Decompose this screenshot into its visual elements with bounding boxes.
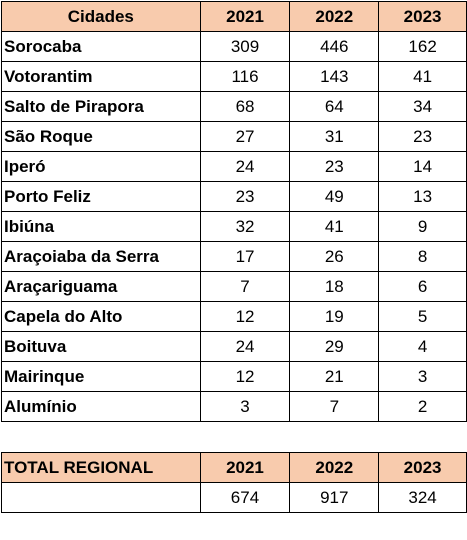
city-cell: Sorocaba — [1, 31, 201, 62]
header-2023: 2023 — [378, 1, 467, 32]
value-2022-cell: 19 — [289, 301, 380, 332]
city-cell: Araçariguama — [1, 271, 201, 302]
table-row: Capela do Alto 12 19 5 — [1, 301, 467, 332]
value-2021-cell: 24 — [199, 331, 291, 362]
total-2023: 324 — [378, 482, 467, 513]
value-2023-cell: 6 — [378, 271, 467, 302]
table-row: Sorocaba 309 446 162 — [1, 31, 467, 62]
total-header-2021: 2021 — [199, 452, 291, 483]
value-2023-cell: 2 — [378, 391, 467, 422]
value-2021-cell: 27 — [199, 121, 291, 152]
table-row: Araçariguama 7 18 6 — [1, 271, 467, 302]
value-2023-cell: 13 — [378, 181, 467, 212]
table-row: Boituva 24 29 4 — [1, 331, 467, 362]
city-cell: Salto de Pirapora — [1, 91, 201, 122]
value-2022-cell: 7 — [289, 391, 380, 422]
value-2022-cell: 64 — [289, 91, 380, 122]
total-2022: 917 — [289, 482, 380, 513]
value-2022-cell: 29 — [289, 331, 380, 362]
table-row: Votorantim 116 143 41 — [1, 61, 467, 92]
value-2023-cell: 14 — [378, 151, 467, 182]
table-row: Araçoiaba da Serra 17 26 8 — [1, 241, 467, 272]
value-2021-cell: 17 — [199, 241, 291, 272]
value-2022-cell: 41 — [289, 211, 380, 242]
value-2023-cell: 3 — [378, 361, 467, 392]
table-row: Alumínio 3 7 2 — [1, 391, 467, 422]
value-2021-cell: 12 — [199, 361, 291, 392]
total-regional-table: TOTAL REGIONAL 2021 2022 2023 674 917 32… — [1, 452, 467, 513]
table-row: Iperó 24 23 14 — [1, 151, 467, 182]
table-row: Ibiúna 32 41 9 — [1, 211, 467, 242]
value-2022-cell: 446 — [289, 31, 380, 62]
total-header-2023: 2023 — [378, 452, 467, 483]
city-cell: Votorantim — [1, 61, 201, 92]
value-2021-cell: 116 — [199, 61, 291, 92]
table-row: São Roque 27 31 23 — [1, 121, 467, 152]
value-2023-cell: 41 — [378, 61, 467, 92]
header-total-regional: TOTAL REGIONAL — [1, 452, 201, 483]
value-2023-cell: 34 — [378, 91, 467, 122]
value-2023-cell: 5 — [378, 301, 467, 332]
value-2021-cell: 23 — [199, 181, 291, 212]
city-cell: Mairinque — [1, 361, 201, 392]
value-2022-cell: 18 — [289, 271, 380, 302]
value-2022-cell: 49 — [289, 181, 380, 212]
value-2021-cell: 309 — [199, 31, 291, 62]
value-2023-cell: 9 — [378, 211, 467, 242]
total-header-row: TOTAL REGIONAL 2021 2022 2023 — [1, 452, 467, 483]
value-2023-cell: 8 — [378, 241, 467, 272]
header-2021: 2021 — [199, 1, 291, 32]
city-cell: Capela do Alto — [1, 301, 201, 332]
table-row: Mairinque 12 21 3 — [1, 361, 467, 392]
table-row: Salto de Pirapora 68 64 34 — [1, 91, 467, 122]
value-2023-cell: 162 — [378, 31, 467, 62]
value-2021-cell: 32 — [199, 211, 291, 242]
city-cell: Alumínio — [1, 391, 201, 422]
value-2023-cell: 4 — [378, 331, 467, 362]
city-cell: Porto Feliz — [1, 181, 201, 212]
city-cell: Araçoiaba da Serra — [1, 241, 201, 272]
value-2021-cell: 68 — [199, 91, 291, 122]
value-2022-cell: 143 — [289, 61, 380, 92]
total-2021: 674 — [199, 482, 291, 513]
value-2021-cell: 3 — [199, 391, 291, 422]
header-row: Cidades 2021 2022 2023 — [1, 1, 467, 32]
header-cidades: Cidades — [1, 1, 201, 32]
value-2021-cell: 24 — [199, 151, 291, 182]
city-cell: Ibiúna — [1, 211, 201, 242]
city-cell: Iperó — [1, 151, 201, 182]
table-row: Porto Feliz 23 49 13 — [1, 181, 467, 212]
value-2022-cell: 21 — [289, 361, 380, 392]
value-2022-cell: 31 — [289, 121, 380, 152]
header-2022: 2022 — [289, 1, 380, 32]
city-cell: Boituva — [1, 331, 201, 362]
total-values-row: 674 917 324 — [1, 482, 467, 513]
value-2021-cell: 7 — [199, 271, 291, 302]
total-header-2022: 2022 — [289, 452, 380, 483]
value-2022-cell: 26 — [289, 241, 380, 272]
city-cell: São Roque — [1, 121, 201, 152]
total-label-cell — [1, 482, 201, 513]
value-2023-cell: 23 — [378, 121, 467, 152]
value-2022-cell: 23 — [289, 151, 380, 182]
value-2021-cell: 12 — [199, 301, 291, 332]
cities-table: Cidades 2021 2022 2023 Sorocaba 309 446 162… — [1, 1, 467, 422]
